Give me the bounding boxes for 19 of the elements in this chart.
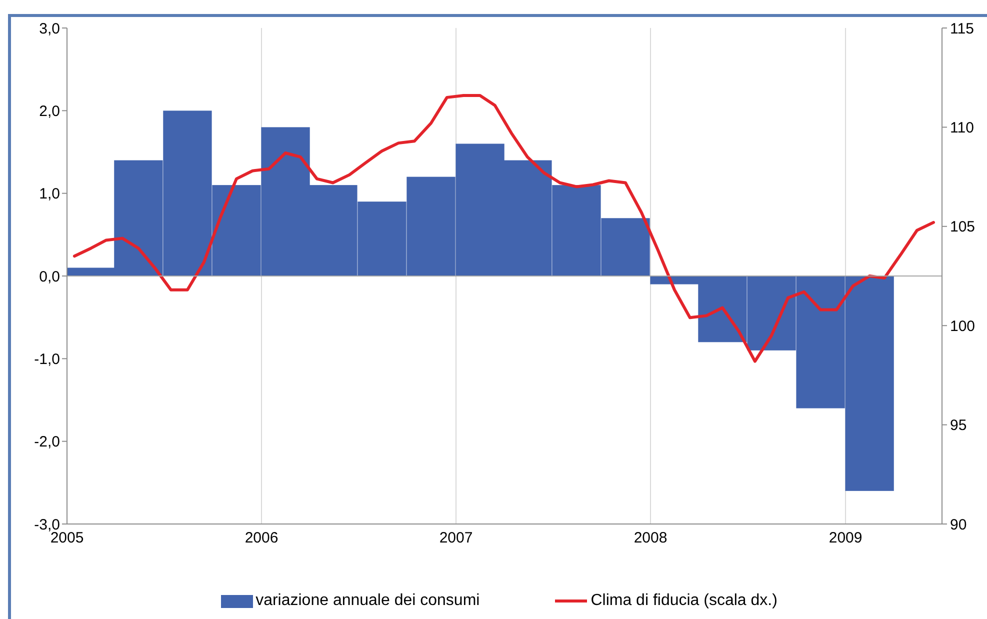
x-tick-label: 2009	[828, 530, 862, 547]
y2-tick-label: 95	[950, 417, 967, 434]
y-tick-label: 3,0	[39, 20, 60, 38]
y-tick-label: -2,0	[34, 434, 60, 451]
y2-tick-label: 105	[950, 218, 976, 236]
legend-label: Clima di fiducia (scala dx.)	[590, 592, 778, 610]
y-tick-label: 2,0	[39, 102, 60, 120]
y2-tick-label: 115	[950, 20, 974, 38]
y2-tick-label: 110	[950, 120, 974, 137]
y2-tick-label: 100	[950, 318, 976, 335]
y2-tick-label: 90	[950, 516, 967, 534]
y-tick-label: 0,0	[39, 268, 60, 286]
legend-label: variazione annuale dei consumi	[256, 592, 480, 610]
x-tick-label: 2007	[439, 530, 473, 547]
y-tick-label: 1,0	[39, 186, 60, 203]
x-tick-label: 2008	[634, 530, 668, 547]
y-tick-label: -1,0	[34, 350, 60, 368]
line-series	[72, 94, 935, 363]
x-tick-label: 2006	[244, 530, 278, 547]
